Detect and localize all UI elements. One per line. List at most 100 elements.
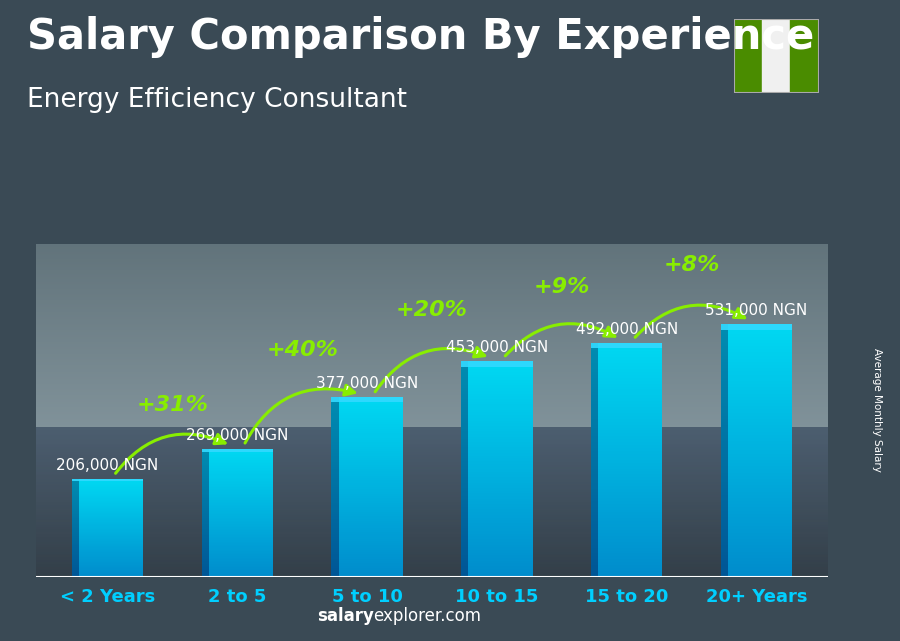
Bar [461, 447, 533, 450]
Bar [461, 450, 533, 453]
Bar [331, 453, 338, 456]
Bar [461, 531, 533, 534]
Bar [72, 565, 143, 566]
Text: 206,000 NGN: 206,000 NGN [57, 458, 158, 473]
Bar [72, 566, 143, 567]
Bar [721, 469, 792, 472]
Bar [591, 437, 599, 439]
Bar [461, 504, 533, 507]
Bar [72, 544, 143, 545]
Bar [331, 494, 338, 496]
Bar [591, 439, 662, 442]
Bar [591, 357, 599, 360]
Bar [36, 569, 828, 570]
Bar [591, 565, 662, 568]
Bar [36, 324, 828, 325]
Bar [36, 562, 828, 563]
Bar [36, 370, 828, 372]
Bar [591, 439, 599, 442]
Bar [461, 388, 468, 391]
Bar [36, 427, 828, 429]
Bar [36, 537, 828, 538]
Bar [202, 457, 209, 458]
Bar [591, 401, 599, 404]
Bar [72, 499, 79, 501]
Bar [36, 327, 828, 329]
Bar [721, 463, 728, 466]
Bar [331, 397, 403, 402]
Bar [202, 528, 209, 529]
Bar [72, 511, 79, 512]
Bar [36, 485, 828, 487]
Bar [72, 534, 79, 535]
Bar [202, 465, 209, 467]
Bar [36, 558, 828, 560]
Bar [202, 457, 273, 458]
Bar [461, 450, 468, 453]
Bar [36, 508, 828, 510]
Bar [202, 564, 273, 566]
Bar [591, 416, 662, 419]
Bar [36, 367, 828, 369]
Bar [72, 550, 143, 551]
Bar [721, 542, 728, 545]
Bar [72, 480, 79, 481]
Bar [331, 574, 403, 577]
Text: 453,000 NGN: 453,000 NGN [446, 340, 548, 355]
Bar [721, 558, 728, 561]
Bar [202, 505, 209, 506]
Bar [461, 507, 468, 510]
Bar [591, 404, 599, 407]
Bar [331, 426, 338, 429]
Bar [721, 513, 728, 517]
Bar [36, 507, 828, 508]
Bar [36, 355, 828, 357]
Bar [461, 434, 533, 437]
Bar [591, 486, 662, 489]
Bar [591, 539, 662, 542]
Bar [461, 537, 533, 539]
Bar [36, 442, 828, 444]
Bar [72, 570, 79, 572]
Bar [202, 564, 209, 566]
Bar [202, 483, 273, 484]
Bar [591, 568, 662, 571]
Bar [72, 558, 79, 560]
Bar [331, 465, 403, 467]
Bar [591, 539, 599, 542]
Bar [721, 526, 792, 529]
Bar [461, 490, 468, 494]
Text: +8%: +8% [663, 254, 720, 275]
Bar [36, 502, 828, 504]
Bar [721, 488, 792, 492]
Bar [331, 487, 403, 489]
Bar [36, 537, 828, 538]
Bar [72, 503, 79, 504]
Bar [72, 492, 143, 494]
Bar [72, 507, 143, 508]
Bar [721, 526, 728, 529]
Bar [331, 453, 403, 456]
Bar [591, 378, 599, 381]
Bar [591, 463, 662, 465]
Bar [202, 487, 209, 489]
Bar [331, 480, 338, 483]
Bar [36, 271, 828, 272]
Bar [331, 429, 403, 431]
Bar [331, 547, 403, 550]
Bar [72, 534, 143, 535]
Bar [72, 495, 143, 496]
Bar [36, 538, 828, 540]
Bar [591, 372, 599, 375]
Bar [461, 458, 468, 461]
Bar [36, 544, 828, 545]
Bar [721, 454, 792, 457]
Bar [36, 262, 828, 263]
Bar [591, 401, 662, 404]
Bar [721, 381, 792, 384]
Bar [591, 515, 599, 519]
Bar [36, 540, 828, 542]
Bar [36, 572, 828, 574]
Bar [36, 532, 828, 533]
Bar [721, 451, 728, 454]
